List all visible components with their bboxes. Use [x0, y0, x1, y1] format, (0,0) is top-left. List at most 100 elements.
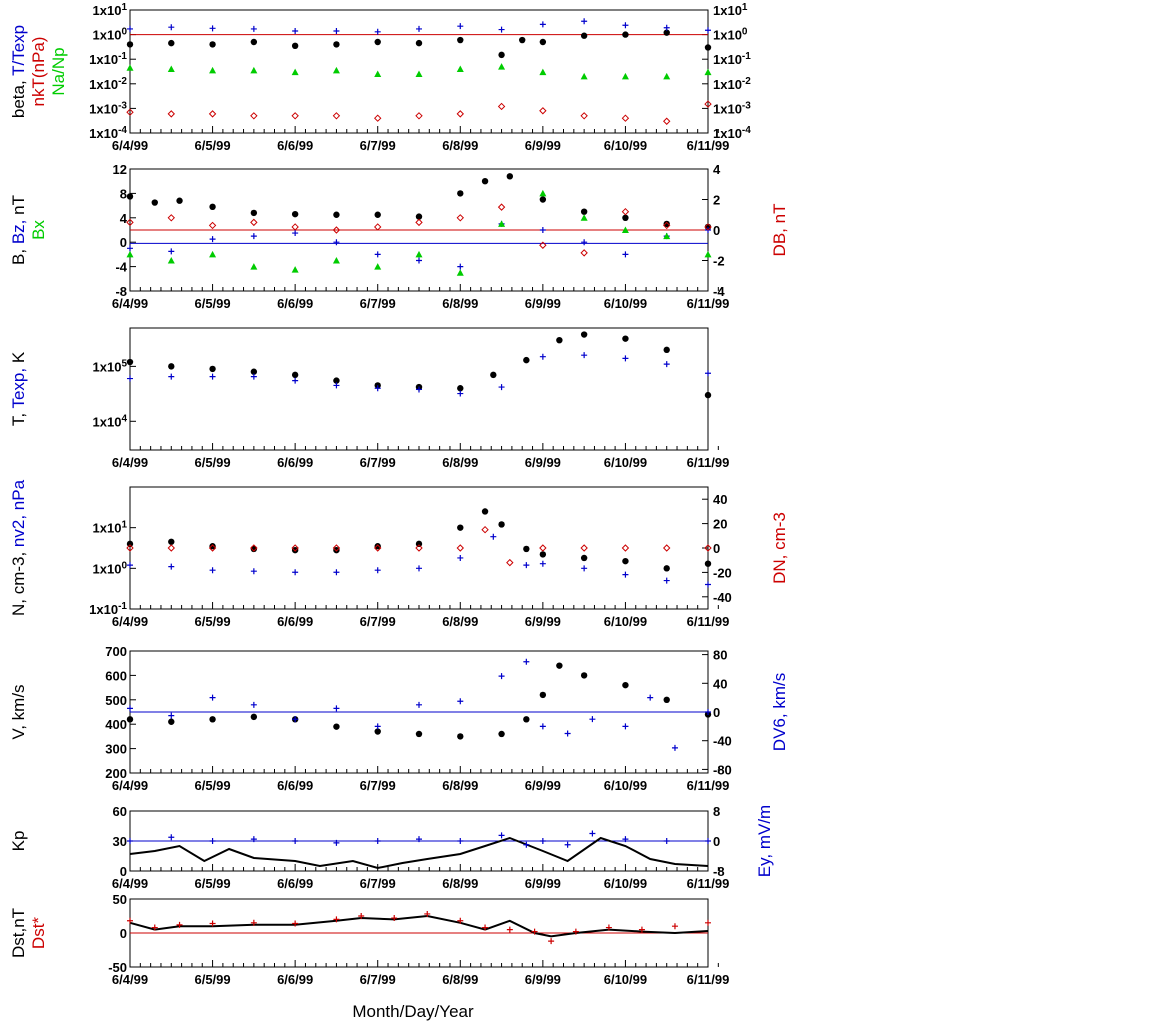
data-point: [374, 70, 382, 78]
data-point: [580, 208, 588, 215]
data-point: [581, 239, 588, 246]
data-point: [250, 568, 257, 575]
x-tick-label: 6/5/99: [194, 138, 230, 153]
y-axis-label-2: nkT(nPa): [29, 37, 48, 107]
y-tick-label: 30: [113, 834, 127, 849]
data-point: [333, 41, 340, 48]
y2-axis-label: Ey, mV/m: [755, 805, 774, 877]
data-point: [126, 544, 134, 552]
data-point: [647, 694, 654, 701]
data-point: [622, 22, 629, 29]
data-point: [663, 29, 670, 36]
data-point: [127, 375, 133, 382]
y-tick-label: 0: [120, 235, 127, 250]
data-point: [580, 72, 588, 80]
x-tick-label: 6/5/99: [194, 614, 230, 629]
y2-tick-label: 0: [713, 834, 720, 849]
data-point: [292, 569, 299, 576]
data-point: [622, 335, 629, 342]
data-point: [291, 544, 299, 552]
data-point: [292, 377, 299, 384]
x-tick-label: 6/8/99: [442, 876, 478, 891]
data-point: [291, 371, 299, 379]
data-point: [126, 250, 134, 258]
x-tick-label: 6/7/99: [360, 778, 396, 793]
series-ey: [127, 830, 711, 848]
x-tick-label: 6/6/99: [277, 296, 313, 311]
data-point: [663, 565, 670, 572]
data-point: [580, 214, 588, 221]
data-point: [481, 508, 489, 515]
x-tick-label: 6/11/99: [687, 876, 730, 891]
data-point: [621, 226, 629, 233]
data-point: [250, 373, 257, 380]
data-point: [539, 21, 546, 28]
x-tick-label: 6/7/99: [360, 138, 396, 153]
data-point: [209, 203, 216, 211]
x-tick-label: 6/11/99: [687, 455, 730, 470]
data-point: [456, 110, 464, 118]
data-point: [457, 838, 464, 844]
data-point: [127, 705, 133, 712]
data-point: [250, 368, 258, 375]
data-point: [209, 250, 217, 258]
data-point: [168, 563, 175, 570]
y-tick-label: 700: [105, 644, 127, 659]
data-point: [622, 355, 629, 362]
y-axis-label: Kp: [9, 831, 28, 852]
data-point: [506, 173, 514, 180]
series-dst-: [127, 910, 711, 945]
data-point: [671, 923, 678, 930]
data-point: [663, 220, 670, 228]
series-kp: [129, 836, 709, 870]
x-tick-label: 6/4/99: [112, 778, 148, 793]
y2-tick-label: 0: [713, 705, 720, 720]
data-point: [333, 377, 340, 384]
data-point: [415, 112, 423, 120]
data-point: [126, 64, 134, 71]
data-point: [126, 218, 134, 227]
data-point: [523, 841, 530, 848]
data-point: [374, 223, 382, 231]
series-dv6: [127, 658, 711, 751]
data-point: [424, 910, 431, 917]
x-tick-label: 6/5/99: [194, 972, 230, 987]
y-axis-label: Dst,nT: [9, 908, 28, 958]
data-point: [250, 544, 258, 552]
data-point: [151, 199, 158, 206]
data-point: [539, 107, 547, 115]
data-point: [498, 521, 505, 528]
data-point: [250, 209, 258, 217]
data-point: [167, 65, 175, 72]
y-tick-label: 50: [113, 892, 127, 907]
data-point: [416, 25, 422, 32]
data-point: [589, 716, 596, 723]
data-point: [374, 723, 381, 730]
data-point: [457, 554, 464, 561]
data-point: [704, 44, 712, 51]
y2-tick-label: 40: [713, 492, 727, 507]
data-point: [621, 544, 630, 552]
series-bz: [127, 220, 711, 270]
data-point: [250, 112, 258, 120]
x-tick-label: 6/4/99: [112, 876, 148, 891]
y-axis-label: beta, T/Texp: [9, 25, 28, 118]
x-tick-label: 6/11/99: [687, 614, 730, 629]
data-point: [457, 698, 464, 705]
data-point: [580, 32, 588, 39]
data-point: [663, 346, 670, 354]
data-point: [704, 100, 712, 108]
data-point: [457, 263, 464, 270]
data-point: [250, 218, 258, 227]
series-texp: [127, 352, 711, 397]
panel-3: 1x104 1x105 6/4/99 6/5/99 6/6/99 6/7/99 6/8/99…: [9, 327, 730, 470]
series-beta: [126, 29, 712, 59]
data-point: [622, 836, 629, 843]
data-point: [127, 245, 133, 252]
y-tick-label: 1x105: [93, 358, 128, 374]
data-point: [531, 928, 538, 935]
x-tick-label: 6/4/99: [112, 455, 148, 470]
data-point: [126, 41, 134, 48]
y2-tick-label: 1x10-1: [713, 51, 751, 67]
